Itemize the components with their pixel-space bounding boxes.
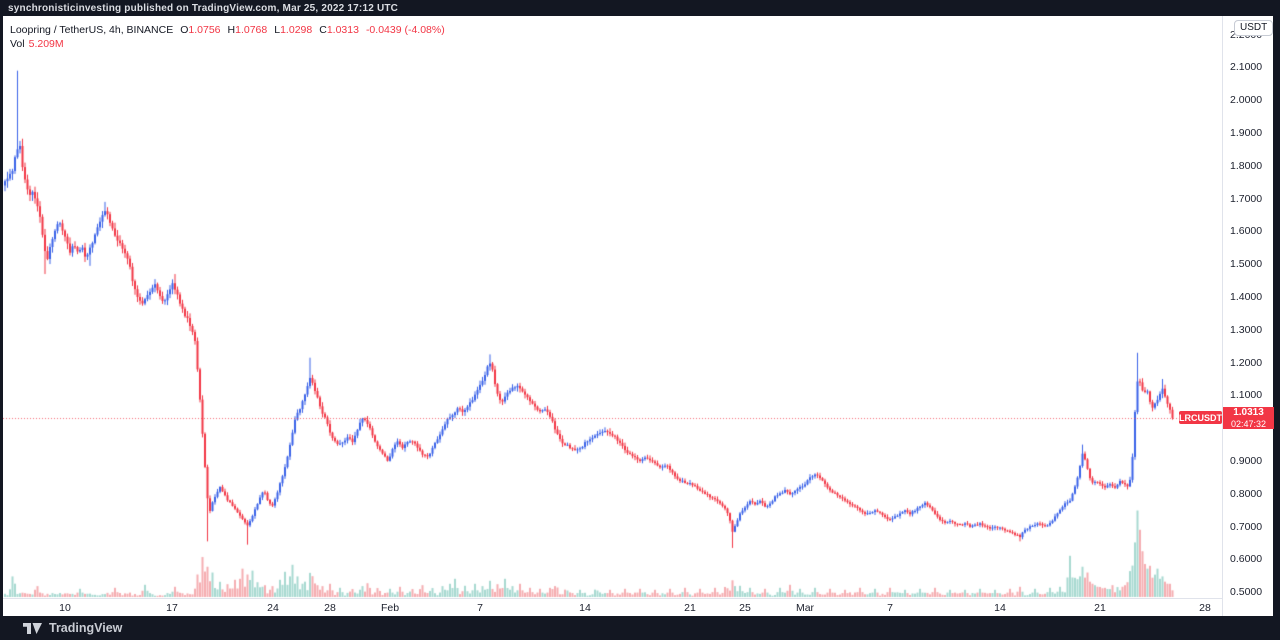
- price-tick-label: 0.7000: [1230, 520, 1263, 533]
- price-tick-label: 0.9000: [1230, 455, 1263, 467]
- price-tick-label: 1.1000: [1230, 389, 1263, 402]
- open-label: O: [180, 24, 189, 36]
- price-tick-label: 0.5000: [1230, 586, 1263, 599]
- last-price-badge: 1.0313 02:47:32: [1223, 407, 1274, 429]
- price-tick-label: 1.3000: [1230, 323, 1263, 336]
- footer-bar: TradingView: [0, 616, 1280, 640]
- currency-toggle-button[interactable]: USDT: [1234, 20, 1274, 36]
- low-label: L: [274, 24, 281, 36]
- bar-countdown: 02:47:32: [1230, 418, 1267, 429]
- high-value: 1.0768: [235, 24, 268, 36]
- time-tick-label: 21: [684, 602, 696, 614]
- time-tick-label: 7: [477, 602, 483, 614]
- time-tick-label: Feb: [380, 602, 400, 614]
- price-tick-label: 1.6000: [1230, 225, 1263, 238]
- price-axis[interactable]: 2.20002.10002.00001.90001.80001.70001.60…: [1222, 16, 1274, 616]
- time-tick-label: 7: [887, 602, 893, 614]
- price-tick-label: 1.5000: [1230, 258, 1263, 271]
- time-tick-label: 14: [579, 602, 591, 614]
- close-value: 1.0313: [326, 24, 359, 36]
- price-tick-label: 1.2000: [1230, 356, 1263, 369]
- time-tick-label: 17: [166, 602, 178, 614]
- change-value: -0.0439 (-4.08%): [365, 24, 445, 36]
- close-label: C: [319, 24, 327, 36]
- volume-value: 5.209M: [28, 38, 64, 50]
- time-tick-label: 24: [267, 602, 279, 614]
- time-tick-label: 28: [1199, 602, 1211, 614]
- time-tick-label: 28: [324, 602, 336, 614]
- price-tick-label: 1.9000: [1230, 127, 1263, 139]
- price-tick-label: 2.1000: [1230, 61, 1263, 74]
- time-tick-label: 21: [1094, 602, 1106, 614]
- time-tick-label: 14: [994, 602, 1006, 614]
- low-value: 1.0298: [280, 24, 313, 36]
- high-label: H: [227, 24, 236, 36]
- symbol-title[interactable]: Loopring / TetherUS, 4h, BINANCE: [10, 24, 174, 36]
- chart-panel: Loopring / TetherUS, 4h, BINANCE O1.0756 H…: [3, 16, 1274, 616]
- time-tick-label: 10: [59, 602, 71, 614]
- price-tick-label: 2.0000: [1230, 94, 1263, 107]
- price-tick-label: 1.8000: [1230, 159, 1263, 172]
- price-tick-label: 0.8000: [1230, 487, 1263, 500]
- candlestick-chart[interactable]: [3, 16, 1222, 598]
- volume-label: Vol: [10, 38, 25, 50]
- attribution-bar: synchronisticinvesting published on Trad…: [0, 0, 1280, 16]
- price-tick-label: 1.7000: [1230, 192, 1263, 205]
- last-price-value: 1.0313: [1233, 406, 1264, 418]
- time-axis[interactable]: 10 17 24 28 Feb 7 14 21 25 Mar 7 14 21 28: [3, 598, 1222, 616]
- time-tick-label: Mar: [795, 602, 815, 614]
- price-tick-label: 0.6000: [1230, 553, 1263, 566]
- tradingview-brand-link[interactable]: TradingView: [49, 621, 123, 635]
- last-price-symbol-badge: LRCUSDT: [1179, 411, 1222, 424]
- time-tick-label: 25: [739, 602, 751, 614]
- open-value: 1.0756: [188, 24, 221, 36]
- tradingview-logo-icon[interactable]: [23, 622, 42, 634]
- price-tick-label: 1.4000: [1230, 291, 1263, 303]
- chart-legend: Loopring / TetherUS, 4h, BINANCE O1.0756 H…: [10, 23, 445, 51]
- attribution-text: synchronisticinvesting published on Trad…: [8, 2, 399, 14]
